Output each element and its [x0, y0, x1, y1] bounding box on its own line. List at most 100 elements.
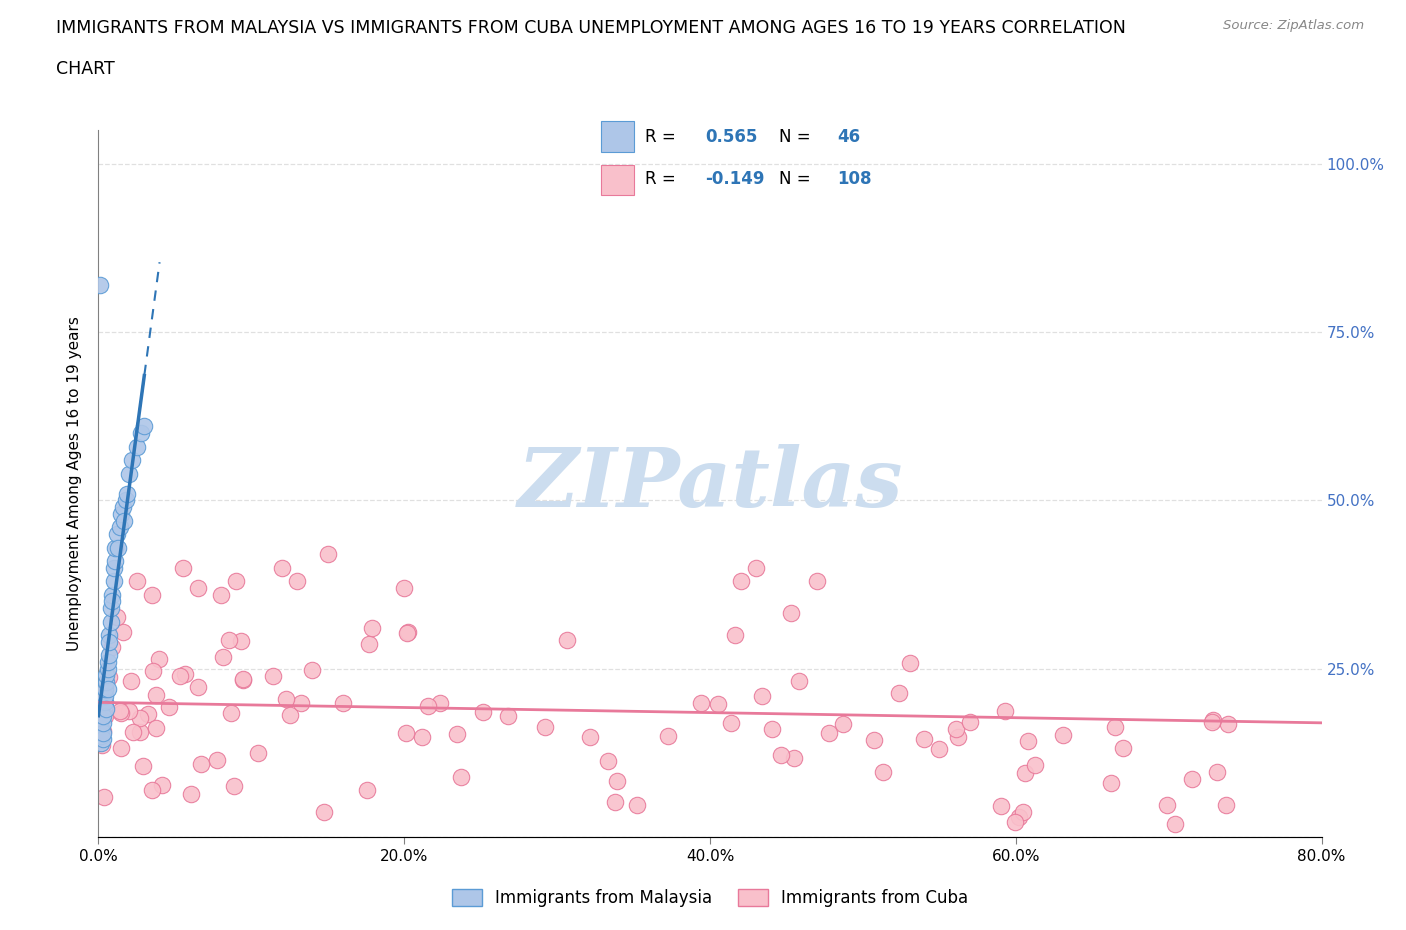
Point: [863, 733, 886, 748]
Point: [89, 719, 111, 734]
Point: [533, 719, 555, 734]
Point: [89, 722, 111, 737]
Point: [818, 725, 841, 740]
Point: [104, 540, 127, 555]
Point: [97, 682, 120, 697]
Point: [91, 732, 114, 747]
Point: [141, 783, 163, 798]
Text: N =: N =: [779, 170, 817, 189]
Point: [222, 778, 245, 793]
Point: [361, 620, 384, 635]
Point: [218, 632, 240, 647]
Point: [128, 724, 150, 739]
Point: [122, 724, 145, 739]
Point: [110, 507, 132, 522]
Point: [98, 628, 121, 643]
Point: [141, 587, 163, 602]
Y-axis label: Unemployment Among Ages 16 to 19 years: Unemployment Among Ages 16 to 19 years: [67, 316, 83, 651]
Point: [994, 703, 1017, 718]
Text: 46: 46: [837, 127, 860, 146]
Point: [93, 682, 115, 697]
Bar: [600, 165, 634, 195]
Point: [125, 574, 148, 589]
Point: [209, 587, 232, 602]
Point: [1024, 758, 1046, 773]
Point: [290, 696, 312, 711]
Point: [118, 704, 141, 719]
Point: [314, 805, 336, 820]
Point: [136, 707, 159, 722]
Text: Source: ZipAtlas.com: Source: ZipAtlas.com: [1223, 19, 1364, 32]
Point: [605, 794, 627, 809]
Point: [205, 752, 228, 767]
Point: [132, 759, 155, 774]
Point: [1008, 809, 1031, 824]
Point: [98, 634, 121, 649]
Point: [285, 574, 308, 589]
Point: [780, 605, 803, 620]
Point: [89, 725, 111, 740]
Point: [97, 655, 120, 670]
Point: [720, 715, 742, 730]
Point: [730, 574, 752, 589]
Point: [1112, 740, 1135, 755]
Point: [91, 709, 114, 724]
Text: 0.565: 0.565: [706, 127, 758, 146]
Point: [100, 601, 122, 616]
Point: [211, 649, 233, 664]
Point: [1215, 797, 1237, 812]
Point: [157, 700, 180, 715]
Point: [91, 715, 114, 730]
Point: [134, 418, 156, 433]
Point: [104, 553, 127, 568]
Text: R =: R =: [644, 170, 681, 189]
Point: [150, 777, 173, 792]
Text: -0.149: -0.149: [706, 170, 765, 189]
Point: [262, 669, 284, 684]
Point: [91, 737, 114, 752]
Point: [276, 692, 298, 707]
Text: CHART: CHART: [56, 60, 115, 78]
Point: [783, 751, 806, 766]
Point: [97, 661, 120, 676]
Point: [100, 614, 122, 629]
Point: [112, 624, 135, 639]
Point: [357, 637, 380, 652]
Point: [332, 696, 354, 711]
Point: [598, 753, 620, 768]
Text: R =: R =: [644, 127, 681, 146]
Point: [769, 748, 792, 763]
Point: [101, 594, 124, 609]
Point: [93, 790, 115, 804]
Point: [145, 721, 167, 736]
Point: [657, 729, 679, 744]
Point: [1216, 717, 1239, 732]
Point: [356, 782, 378, 797]
Point: [946, 730, 969, 745]
Text: N =: N =: [779, 127, 817, 146]
Point: [111, 499, 134, 514]
Text: ZIPatlas: ZIPatlas: [517, 444, 903, 524]
Point: [172, 560, 194, 575]
Point: [169, 669, 191, 684]
Point: [145, 687, 167, 702]
Point: [108, 520, 131, 535]
Point: [94, 668, 117, 683]
Point: [120, 673, 142, 688]
Point: [789, 673, 811, 688]
Point: [110, 741, 132, 756]
Point: [392, 580, 416, 595]
Point: [945, 722, 967, 737]
Point: [316, 547, 339, 562]
Point: [450, 770, 472, 785]
Point: [98, 648, 121, 663]
Point: [110, 706, 132, 721]
Point: [872, 764, 894, 779]
Point: [89, 715, 111, 730]
Point: [118, 466, 141, 481]
Text: IMMIGRANTS FROM MALAYSIA VS IMMIGRANTS FROM CUBA UNEMPLOYMENT AMONG AGES 16 TO 1: IMMIGRANTS FROM MALAYSIA VS IMMIGRANTS F…: [56, 19, 1126, 36]
Point: [232, 671, 254, 686]
Point: [247, 745, 270, 760]
Point: [232, 672, 254, 687]
Point: [103, 574, 125, 589]
